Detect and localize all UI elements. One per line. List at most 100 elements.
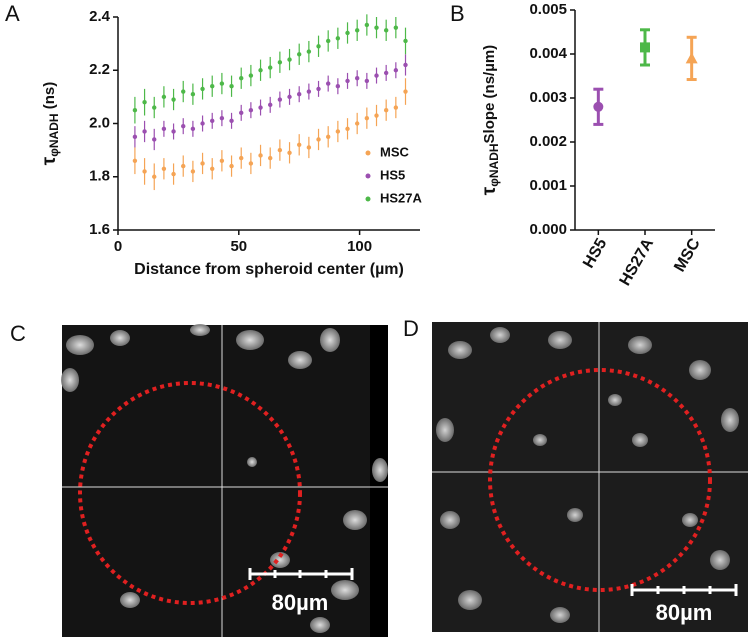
data-point: [132, 158, 138, 163]
data-point: [248, 73, 254, 78]
data-point: [248, 161, 254, 166]
data-point: [364, 22, 370, 28]
data-point: [181, 163, 186, 169]
data-point: [190, 169, 196, 174]
y-label-text: Slope (ns/µm): [481, 45, 498, 144]
data-point: [325, 38, 331, 44]
y-tick-label: 0.005: [529, 1, 567, 18]
data-point: [171, 97, 176, 102]
y-tick-label: 1.8: [89, 168, 110, 185]
data-point: [374, 73, 379, 78]
y-label-symbol: τ: [39, 156, 60, 165]
legend-marker: [365, 196, 371, 202]
x-tick-label: 0: [114, 238, 122, 255]
data-point: [316, 137, 321, 142]
data-point: [161, 94, 167, 100]
data-point: [335, 84, 341, 89]
data-point: [152, 137, 157, 142]
data-point: [383, 70, 389, 76]
data-point: [306, 145, 312, 150]
data-point: [393, 25, 399, 30]
data-point: [142, 129, 147, 134]
data-point: [171, 171, 176, 177]
x-tick-label: HS5: [580, 236, 610, 272]
data-point: [383, 28, 389, 33]
data-point: [161, 126, 167, 132]
micrograph-c: [61, 324, 388, 637]
data-point: [219, 158, 225, 163]
data-point: [306, 89, 312, 94]
data-point: [248, 107, 254, 113]
data-point: [354, 121, 360, 126]
data-point: [268, 65, 273, 70]
data-point: [277, 97, 283, 102]
panel-label: A: [5, 1, 20, 26]
data-point: [200, 86, 205, 92]
x-axis-label: Distance from spheroid center (µm): [134, 261, 404, 278]
panel-label: D: [403, 316, 419, 341]
data-point: [403, 62, 408, 68]
data-point: [161, 166, 167, 171]
data-point: [685, 52, 698, 64]
data-point: [364, 115, 370, 121]
data-point: [287, 94, 292, 100]
y-tick-label: 0.004: [529, 45, 567, 62]
x-tick-label: HS27A: [617, 235, 658, 289]
data-point: [132, 107, 138, 113]
data-point: [229, 84, 234, 89]
data-point: [316, 86, 321, 92]
legend-label: MSC: [380, 144, 410, 159]
data-point: [258, 105, 263, 110]
y-tick-label: 0.003: [529, 89, 567, 106]
data-point: [277, 147, 283, 153]
data-point: [258, 153, 263, 158]
data-point: [190, 126, 196, 132]
data-point: [210, 118, 215, 124]
legend-label: HS5: [380, 167, 405, 182]
data-point: [354, 28, 360, 33]
data-point: [354, 76, 360, 81]
data-point: [190, 92, 196, 97]
data-point: [325, 134, 331, 140]
data-point: [374, 113, 379, 118]
panel-label: B: [450, 1, 465, 26]
data-point: [142, 100, 147, 105]
data-point: [210, 84, 215, 89]
data-point: [287, 150, 292, 155]
data-point: [200, 161, 205, 166]
data-point: [393, 68, 399, 73]
data-point: [593, 101, 604, 112]
data-point: [345, 126, 350, 132]
y-label-subscript: φNADH: [487, 143, 501, 186]
data-point: [640, 42, 650, 53]
data-point: [142, 169, 147, 174]
data-point: [152, 174, 157, 179]
data-point: [219, 115, 225, 121]
data-point: [181, 89, 186, 94]
data-point: [383, 107, 389, 113]
data-point: [335, 129, 341, 134]
y-tick-label: 0.002: [529, 133, 567, 150]
data-point: [393, 105, 399, 110]
data-point: [132, 134, 138, 140]
data-point: [335, 36, 341, 41]
data-point: [268, 155, 273, 161]
y-axis-label: τφNADH (ns): [39, 82, 61, 165]
scale-bar-label: 80µm: [272, 590, 329, 615]
data-point: [297, 52, 302, 57]
data-point: [200, 121, 205, 126]
y-label-text: (ns): [41, 82, 58, 114]
data-point: [268, 102, 273, 108]
y-tick-label: 2.4: [89, 8, 111, 25]
legend-marker: [365, 173, 371, 179]
data-point: [374, 25, 379, 30]
data-point: [239, 110, 244, 116]
y-tick-label: 2.2: [89, 61, 110, 78]
data-point: [258, 68, 263, 73]
y-tick-label: 0.000: [529, 221, 567, 238]
y-axis-label: τφNADHSlope (ns/µm): [479, 45, 501, 195]
data-point: [316, 44, 321, 49]
data-point: [210, 166, 215, 171]
data-point: [403, 38, 408, 44]
x-tick-label: 50: [230, 238, 247, 255]
